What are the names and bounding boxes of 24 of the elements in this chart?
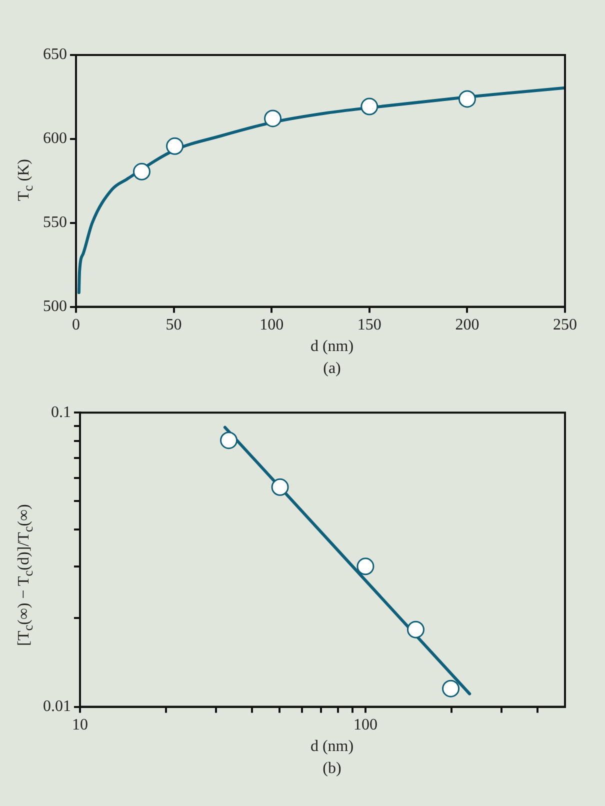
line-series — [77, 86, 565, 294]
text: (a) — [323, 360, 341, 378]
y-tick-label: 600 — [43, 130, 67, 148]
y-tick-label: 0.1 — [51, 404, 71, 421]
y-tick-label: 550 — [43, 214, 67, 232]
x-tick-label: 10 — [72, 716, 88, 734]
point — [132, 162, 150, 180]
point — [264, 110, 282, 128]
text: (b) — [322, 760, 342, 778]
point — [166, 137, 184, 155]
x-tick-label: 150 — [357, 316, 382, 334]
point — [360, 98, 378, 116]
y-tick-label: 650 — [43, 46, 67, 64]
x-axis-title: d (nm) — [310, 338, 354, 356]
x-tick-label: 100 — [353, 716, 378, 734]
x-tick-label: 0 — [72, 316, 80, 334]
y-tick-label: 500 — [43, 298, 67, 316]
x-tick-label: 50 — [166, 316, 182, 334]
y-tick-label: 0.01 — [43, 698, 71, 716]
point — [458, 90, 476, 108]
x-tick-label: 100 — [260, 316, 284, 334]
x-tick-label: 250 — [553, 316, 577, 334]
x-tick-label: 200 — [455, 316, 480, 334]
x-axis-title: d (nm) — [310, 738, 354, 756]
